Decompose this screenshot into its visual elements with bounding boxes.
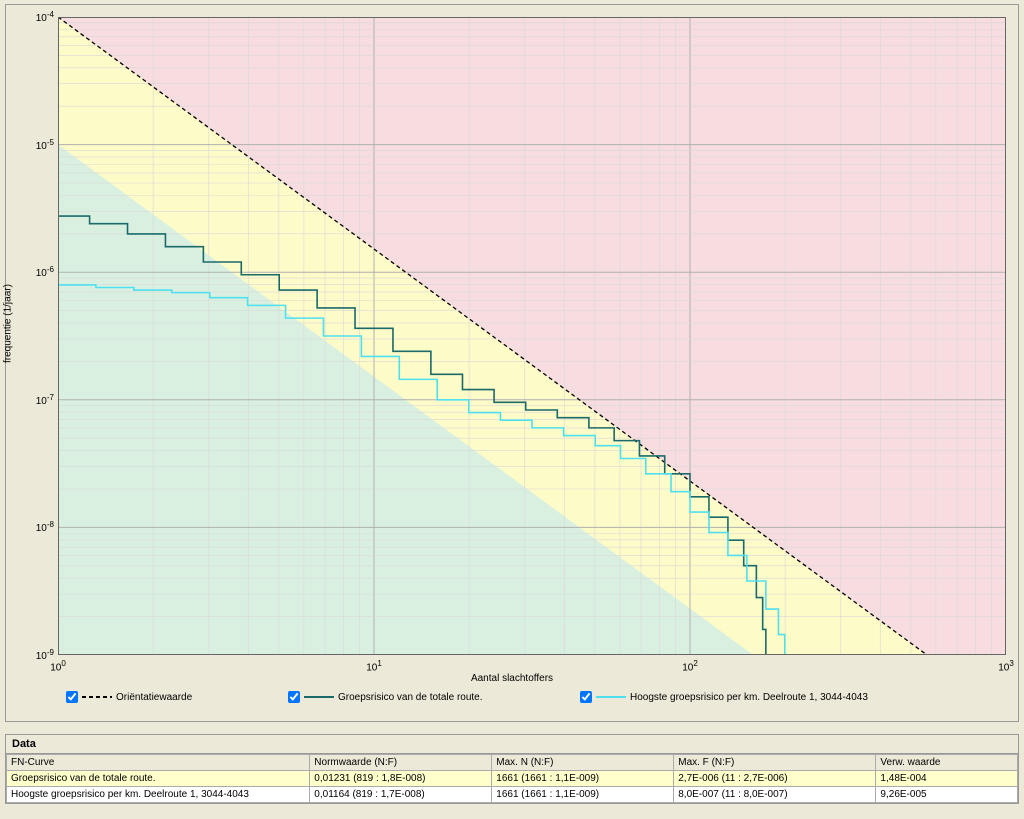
x-tick: 102 (670, 659, 710, 673)
table-header: FN-Curve (7, 755, 310, 771)
table-row: Hoogste groepsrisico per km. Deelroute 1… (7, 787, 1018, 803)
table-cell: 2,7E-006 (11 : 2,7E-006) (674, 771, 876, 787)
table-cell: Hoogste groepsrisico per km. Deelroute 1… (7, 787, 310, 803)
data-table: FN-CurveNormwaarde (N:F)Max. N (N:F)Max.… (6, 754, 1018, 803)
table-cell: 0,01231 (819 : 1,8E-008) (310, 771, 492, 787)
y-tick: 10-6 (24, 265, 54, 279)
table-header: Max. N (N:F) (492, 755, 674, 771)
fn-curve-plot (58, 17, 1006, 655)
legend-item-orient: Oriëntatiewaarde (66, 691, 276, 703)
table-cell: 1661 (1661 : 1,1E-009) (492, 771, 674, 787)
legend-swatch-orient (82, 691, 112, 703)
table-cell: 1661 (1661 : 1,1E-009) (492, 787, 674, 803)
legend-label: Groepsrisico van de totale route. (338, 692, 483, 703)
data-panel: Data FN-CurveNormwaarde (N:F)Max. N (N:F… (5, 734, 1019, 804)
legend-checkbox-totale[interactable] (288, 691, 300, 703)
table-cell: 8,0E-007 (11 : 8,0E-007) (674, 787, 876, 803)
table-header: Verw. waarde (876, 755, 1018, 771)
legend-swatch-totale (304, 691, 334, 703)
legend-item-hoogste: Hoogste groepsrisico per km. Deelroute 1… (580, 691, 960, 703)
legend-swatch-hoogste (596, 691, 626, 703)
y-axis-label: frequentie (1/jaar) (3, 284, 14, 363)
y-tick: 10-7 (24, 393, 54, 407)
table-header: Normwaarde (N:F) (310, 755, 492, 771)
y-tick: 10-4 (24, 10, 54, 24)
y-tick: 10-8 (24, 520, 54, 534)
x-axis-label: Aantal slachtoffers (471, 673, 553, 684)
table-cell: 9,26E-005 (876, 787, 1018, 803)
legend-checkbox-hoogste[interactable] (580, 691, 592, 703)
chart-panel: 10-410-510-610-710-810-9 100101102103 fr… (5, 4, 1019, 722)
x-tick: 103 (986, 659, 1024, 673)
plot-area (58, 17, 1006, 655)
table-row: Groepsrisico van de totale route.0,01231… (7, 771, 1018, 787)
x-tick: 100 (38, 659, 78, 673)
table-cell: 1,48E-004 (876, 771, 1018, 787)
legend-checkbox-orient[interactable] (66, 691, 78, 703)
y-tick: 10-5 (24, 137, 54, 151)
legend-label: Oriëntatiewaarde (116, 692, 192, 703)
legend-label: Hoogste groepsrisico per km. Deelroute 1… (630, 692, 868, 703)
table-header: Max. F (N:F) (674, 755, 876, 771)
table-cell: 0,01164 (819 : 1,7E-008) (310, 787, 492, 803)
data-panel-title: Data (6, 735, 1018, 754)
legend: Oriëntatiewaarde Groepsrisico van de tot… (66, 691, 1006, 703)
table-cell: Groepsrisico van de totale route. (7, 771, 310, 787)
legend-item-totale: Groepsrisico van de totale route. (288, 691, 568, 703)
x-tick: 101 (354, 659, 394, 673)
